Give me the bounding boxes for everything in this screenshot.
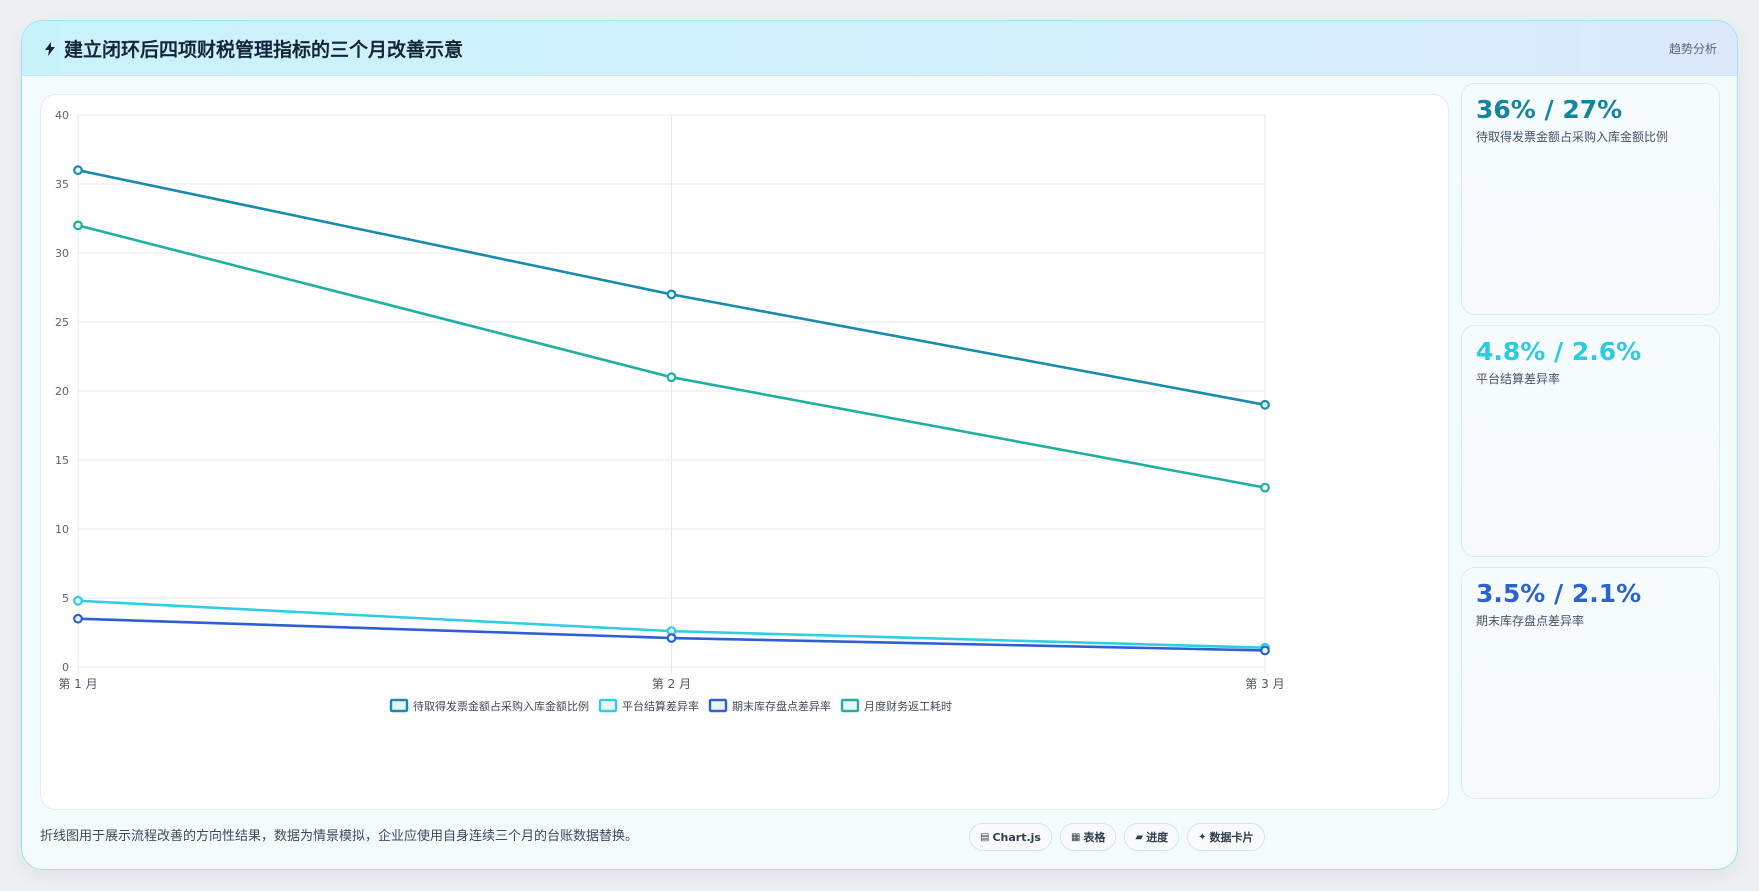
data-point <box>666 633 677 643</box>
line-chart: 0 5 10 15 20 25 30 35 40 第 1 月 第 2 月 第 3 月待取得发票金额占采… <box>55 109 1285 713</box>
kpi-value: 4.8% / 2.6% <box>1476 337 1642 366</box>
panel-header: 建立闭环后四项财税管理指标的三个月改善示意 趋势分析 <box>22 21 1737 76</box>
legend-label: 月度财务返工耗时 <box>864 699 952 713</box>
y-tick-label: 20 <box>55 385 69 398</box>
legend-swatch <box>708 698 728 713</box>
chip-label: 数据卡片 <box>1209 831 1254 844</box>
chip-label: Chart.js <box>992 830 1041 844</box>
footnote: 折线图用于展示流程改善的方向性结果，数据为情景模拟，企业应使用自身连续三个月的台… <box>40 829 639 844</box>
legend-label: 期末库存盘点差异率 <box>732 699 831 713</box>
y-tick-label: 25 <box>55 316 69 329</box>
kpi-label: 平台结算差异率 <box>1476 372 1561 386</box>
legend-swatch <box>389 698 409 713</box>
bolt-icon <box>42 38 58 60</box>
y-tick-label: 10 <box>55 523 69 536</box>
kpi-value: 36% / 27% <box>1476 95 1623 124</box>
chip-progress[interactable]: ▰ 进度 <box>1124 823 1180 851</box>
progress-icon: ▰ <box>1135 831 1144 843</box>
chip-label: 进度 <box>1146 831 1169 844</box>
legend-label: 待取得发票金额占采购入库金额比例 <box>413 699 589 713</box>
table-icon: ▦ <box>1070 831 1081 843</box>
y-tick-label: 40 <box>55 109 69 122</box>
kpi-card-invoice: 36% / 27% 待取得发票金额占采购入库金额比例 <box>1461 83 1720 315</box>
chip-table[interactable]: ▦ 表格 <box>1059 823 1117 851</box>
y-tick-label: 5 <box>62 592 69 605</box>
dashboard-panel: 建立闭环后四项财税管理指标的三个月改善示意 趋势分析 0 5 10 15 20 25 30 3… <box>21 20 1738 870</box>
chip-label: 表格 <box>1083 831 1106 844</box>
x-tick-label: 第 1 月 <box>58 677 97 691</box>
kpi-card-inventory: 3.5% / 2.1% 期末库存盘点差异率 <box>1461 567 1720 799</box>
legend-swatch <box>598 698 618 713</box>
data-point <box>1260 482 1270 493</box>
data-point <box>73 220 83 231</box>
data-point <box>73 165 83 176</box>
chart-card: 0 5 10 15 20 25 30 35 40 第 1 月 第 2 月 第 3 月待取得发票金额占采… <box>40 94 1449 810</box>
kpi-value: 3.5% / 2.1% <box>1476 579 1642 608</box>
chip-chartjs[interactable]: ▤ Chart.js <box>969 823 1052 851</box>
data-point <box>73 613 83 624</box>
legend-swatch <box>840 698 860 713</box>
kpi-label: 待取得发票金额占采购入库金额比例 <box>1476 130 1669 144</box>
header-title-wrap: 建立闭环后四项财税管理指标的三个月改善示意 <box>42 35 463 62</box>
y-tick-label: 15 <box>55 454 69 467</box>
chip-group: ▤ Chart.js ▦ 表格 ▰ 进度 ✦ 数据卡片 <box>969 823 1265 851</box>
chart-icon: ▤ <box>980 831 990 843</box>
trend-analysis-tag: 趋势分析 <box>1668 42 1717 56</box>
y-tick-label: 30 <box>55 247 69 260</box>
data-point <box>1260 645 1270 656</box>
legend-label: 平台结算差异率 <box>622 699 699 713</box>
page-title: 建立闭环后四项财税管理指标的三个月改善示意 <box>64 39 464 61</box>
kpi-card-platform: 4.8% / 2.6% 平台结算差异率 <box>1461 325 1720 557</box>
y-tick-label: 35 <box>55 178 69 191</box>
y-tick-label: 0 <box>62 661 69 674</box>
chip-data-card[interactable]: ✦ 数据卡片 <box>1187 823 1265 851</box>
data-point <box>73 595 83 606</box>
data-point <box>666 289 677 300</box>
sparkle-icon: ✦ <box>1198 831 1207 843</box>
x-tick-label: 第 2 月 <box>652 677 691 691</box>
x-tick-label: 第 3 月 <box>1245 677 1284 691</box>
kpi-label: 期末库存盘点差异率 <box>1476 614 1585 628</box>
data-point <box>666 372 677 383</box>
data-point <box>1260 399 1270 410</box>
